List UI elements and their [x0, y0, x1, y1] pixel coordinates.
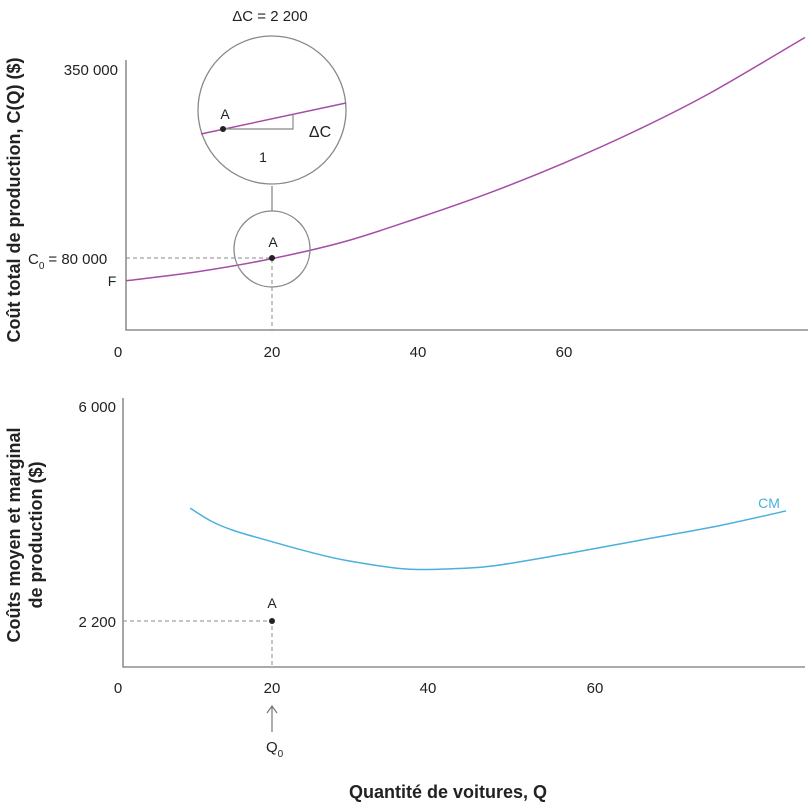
point-a-guides-top [126, 257, 273, 330]
point-a-top [269, 255, 275, 261]
top-axes [125, 60, 808, 331]
bottom-y-tick-6000: 6 000 [78, 399, 116, 416]
bottom-x-tick-40: 40 [420, 680, 437, 697]
point-a-bottom-label: A [267, 595, 277, 611]
point-a-bottom [269, 618, 275, 624]
x-axis-title: Quantité de voitures, Q [349, 782, 547, 802]
magnifier-title: ΔC = 2 200 [232, 8, 307, 25]
bottom-x-tick-60: 60 [587, 680, 604, 697]
bottom-y-axis-title-line1: Coûts moyen et marginal [4, 427, 24, 642]
slope-triangle [223, 115, 294, 130]
delta-c-label: ΔC [309, 124, 331, 141]
fixed-cost-label: F [108, 273, 117, 289]
run-label: 1 [259, 149, 267, 165]
top-x-tick-20: 20 [264, 344, 281, 361]
bottom-y-axis-title-line2: de production ($) [26, 462, 46, 609]
bottom-y-tick-2200: 2 200 [78, 614, 116, 631]
magnified-point-a [220, 126, 226, 132]
large-magnifier-circle [197, 35, 347, 185]
top-x-tick-60: 60 [556, 344, 573, 361]
average-cost-curve [189, 507, 787, 571]
point-a-guides-bottom [123, 620, 273, 667]
bottom-x-tick-0: 0 [114, 680, 122, 697]
point-a-top-label: A [268, 234, 278, 250]
top-y-axis-title: Coût total de production, C(Q) ($) [4, 58, 24, 343]
total-cost-curve [125, 36, 806, 282]
magnified-a-label: A [220, 106, 230, 122]
average-marginal-cost-chart: Coûts moyen et marginal de production ($… [4, 398, 805, 802]
total-cost-chart: Coût total de production, C(Q) ($) 350 0… [4, 8, 808, 361]
q0-arrow-icon [266, 704, 278, 732]
c0-label: C0 = 80 000 [28, 251, 107, 272]
bottom-x-tick-20: 20 [264, 680, 281, 697]
top-x-tick-0: 0 [114, 344, 122, 361]
q0-label: Q0 [266, 739, 284, 760]
bottom-axes [122, 398, 805, 668]
cm-series-label: CM [758, 495, 780, 511]
top-x-tick-40: 40 [410, 344, 427, 361]
top-y-tick-350000: 350 000 [64, 62, 118, 79]
magnifier: A ΔC 1 ΔC = 2 200 [197, 8, 347, 185]
